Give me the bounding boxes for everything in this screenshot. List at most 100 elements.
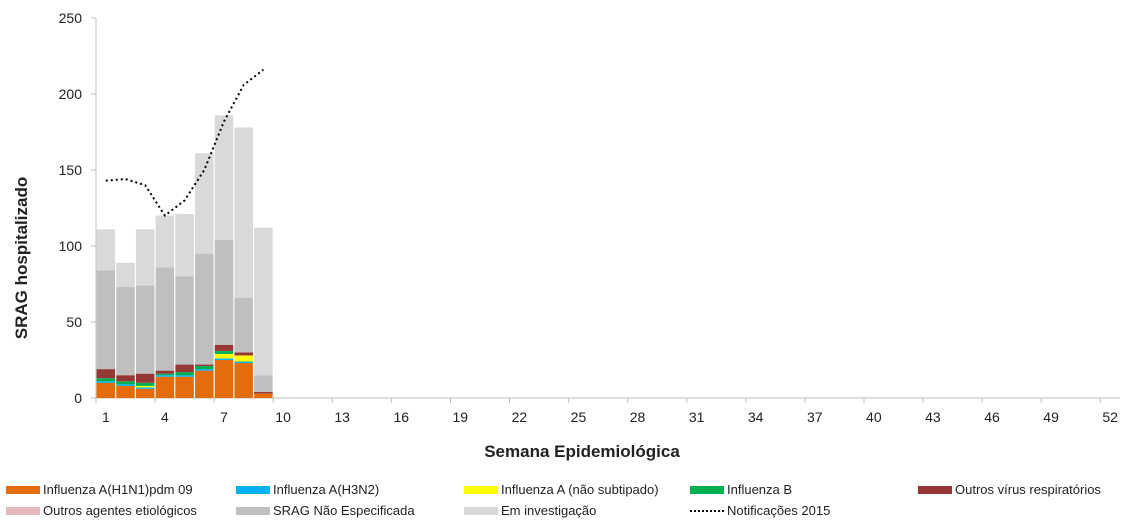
bar-segment — [254, 375, 273, 392]
bar-segment — [96, 378, 116, 382]
legend-swatch — [236, 506, 270, 515]
bar-segment — [214, 350, 234, 354]
legend-item: Influenza B — [690, 482, 792, 497]
bar-segment — [195, 364, 214, 367]
y-axis-title: SRAG hospitalizado — [12, 177, 31, 339]
x-tick-label: 1 — [102, 409, 110, 425]
legend-item: Notificações 2015 — [690, 503, 830, 518]
bar-segment — [175, 372, 194, 376]
legend-label: Influenza A(H1N1)pdm 09 — [43, 482, 193, 497]
x-tick-label: 16 — [393, 409, 409, 425]
bar-segment — [135, 285, 155, 374]
legend-swatch — [918, 485, 952, 494]
bar-segment — [96, 382, 116, 398]
legend-label: Influenza A (não subtipado) — [501, 482, 659, 497]
legend-item: Influenza A (não subtipado) — [464, 482, 659, 497]
bar-segment — [214, 344, 234, 351]
chart-legend: Influenza A(H1N1)pdm 09 Influenza A(H3N2)… — [0, 478, 1129, 524]
x-tick-label: 46 — [984, 409, 1000, 425]
bar-segment — [135, 229, 155, 286]
legend-swatch — [464, 485, 498, 494]
bar-stacks — [96, 115, 273, 398]
bar-segment — [135, 387, 155, 389]
x-tick-label: 22 — [512, 409, 528, 425]
y-tick-label: 50 — [66, 314, 82, 330]
bar-segment — [254, 391, 273, 394]
bar-segment — [214, 115, 234, 240]
bar-segment — [234, 355, 253, 362]
x-axis-title: Semana Epidemiológica — [484, 442, 680, 461]
x-tick-label: 37 — [807, 409, 823, 425]
legend-label: SRAG Não Especificada — [273, 503, 415, 518]
legend-label: Notificações 2015 — [727, 503, 831, 518]
bar-segment — [135, 385, 155, 388]
bar-segment — [96, 229, 116, 271]
legend-swatch — [6, 485, 40, 494]
legend-swatch — [464, 506, 498, 515]
bar-segment — [254, 393, 273, 398]
bar-segment — [254, 227, 273, 376]
bar-segment — [116, 384, 135, 386]
legend-label: Outros vírus respiratórios — [955, 482, 1101, 497]
x-tick-label: 10 — [275, 409, 291, 425]
x-tick-label: 52 — [1102, 409, 1118, 425]
bar-segment — [195, 366, 214, 370]
bar-segment — [155, 215, 175, 268]
x-tick-label: 4 — [161, 409, 169, 425]
notificacoes-2015-line — [105, 68, 265, 218]
legend-item: Outros vírus respiratórios — [918, 482, 1101, 497]
legend-swatch — [6, 506, 40, 515]
bar-segment — [175, 276, 194, 365]
x-tick-label: 31 — [689, 409, 705, 425]
bar-segment — [234, 363, 253, 398]
bar-segment — [135, 373, 155, 383]
stacked-bar-chart: 0 50 100 150 200 250 1 4 7 10 13 16 19 22 25 28 31 34 37 4… — [12, 10, 1120, 461]
x-tick-label: 43 — [925, 409, 941, 425]
y-tick-label: 0 — [74, 390, 82, 406]
bar-segment — [234, 352, 253, 356]
legend-label: Influenza A(H3N2) — [273, 482, 380, 497]
bar-segment — [116, 262, 135, 288]
legend-item: Outros agentes etiológicos — [6, 503, 197, 518]
bar-segment — [155, 375, 175, 377]
y-tick-label: 250 — [59, 10, 83, 26]
x-tick-label: 25 — [571, 409, 587, 425]
legend-item: Influenza A(H3N2) — [236, 482, 379, 497]
y-tick-label: 100 — [59, 238, 83, 254]
bar-segment — [96, 270, 116, 370]
x-tick-label: 49 — [1043, 409, 1059, 425]
bar-segment — [175, 364, 194, 373]
bar-segment — [116, 385, 135, 398]
bar-segment — [116, 381, 135, 385]
bar-segment — [214, 358, 234, 360]
bar-segment — [214, 239, 234, 345]
bar-segment — [155, 370, 175, 374]
bar-segment — [96, 369, 116, 379]
legend-label: Em investigação — [501, 503, 597, 518]
bar-segment — [175, 376, 194, 398]
bar-segment — [234, 297, 253, 353]
x-tick-label: 19 — [453, 409, 469, 425]
legend-item: SRAG Não Especificada — [236, 503, 415, 518]
bar-segment — [195, 253, 214, 365]
bar-segment — [155, 373, 175, 376]
x-tick-label: 7 — [220, 409, 228, 425]
bar-segment — [135, 382, 155, 386]
bar-segment — [214, 360, 234, 398]
x-tick-label: 28 — [630, 409, 646, 425]
legend-item: Influenza A(H1N1)pdm 09 — [6, 482, 193, 497]
legend-label: Influenza B — [727, 482, 793, 497]
x-tick-label: 34 — [748, 409, 764, 425]
bar-segment — [234, 127, 253, 298]
notificacoes-line — [105, 68, 265, 218]
bar-segment — [116, 287, 135, 376]
y-axis: 0 50 100 150 200 250 — [59, 10, 97, 406]
legend-swatch — [690, 509, 724, 512]
bar-segment — [155, 267, 175, 371]
bar-segment — [175, 214, 194, 277]
bar-segment — [135, 388, 155, 398]
bar-segment — [195, 370, 214, 398]
legend-item: Em investigação — [464, 503, 596, 518]
legend-label: Outros agentes etiológicos — [43, 503, 197, 518]
x-tick-label: 13 — [334, 409, 350, 425]
